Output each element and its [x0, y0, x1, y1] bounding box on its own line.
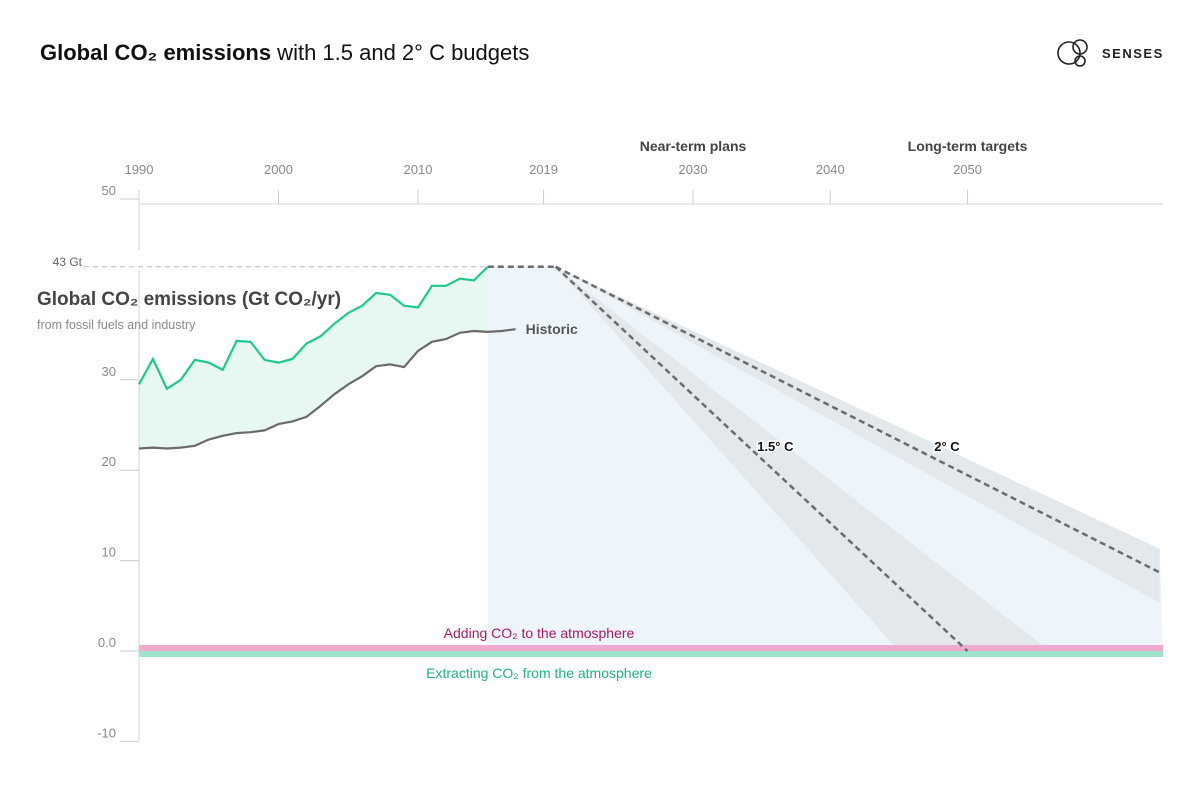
- peak-label: 43 Gt: [53, 255, 83, 269]
- x-tick-label: 2019: [529, 162, 558, 177]
- series-layer: [84, 265, 1161, 652]
- x-tick-label: 2040: [816, 162, 845, 177]
- x-tick-label: 1990: [125, 162, 154, 177]
- title-rest: with 1.5 and 2° C budgets: [271, 40, 530, 65]
- y-tick-label: -10: [97, 725, 116, 740]
- extracting-band-label: Extracting CO₂ from the atmosphere: [426, 665, 652, 681]
- title-bold: Global CO₂ emissions: [40, 40, 272, 65]
- senses-logo-icon: [1057, 39, 1088, 67]
- background-layer: [139, 266, 1163, 657]
- future-projection-area: [487, 266, 1163, 651]
- y-axis: 50 30 20 10 0.0 -10: [97, 183, 140, 742]
- adding-band: [139, 645, 1163, 651]
- y-tick-label: 10: [102, 545, 116, 560]
- senses-logo[interactable]: SENSES: [1056, 36, 1164, 70]
- logo-text: SENSES: [1102, 45, 1164, 61]
- scenario-2c-label: 2° C: [934, 439, 960, 454]
- adding-band-label: Adding CO₂ to the atmosphere: [444, 625, 635, 641]
- band-2c: [555, 266, 1160, 604]
- phase-label: Near-term plans: [640, 138, 747, 154]
- y-tick-label: 50: [102, 183, 116, 198]
- x-axis: 1990 2000 2010 2019 2030 2040 2050 Near-term pl…: [125, 138, 1163, 205]
- x-tick-label: 2010: [404, 162, 433, 177]
- phase-label: Long-term targets: [908, 138, 1028, 154]
- scenario-2c-line: [555, 265, 1161, 574]
- label-layer: 43 Gt Global CO₂ emissions (Gt CO₂/yr) fro…: [37, 255, 962, 681]
- y-tick-label: 0.0: [98, 635, 116, 650]
- scenario-1-5c-line: [554, 265, 969, 652]
- page-title: Global CO₂ emissions with 1.5 and 2° C b…: [40, 40, 529, 66]
- x-tick-label: 2050: [953, 162, 982, 177]
- band-1-5c: [555, 266, 1050, 651]
- x-tick-label: 2000: [264, 162, 293, 177]
- extracting-band: [139, 651, 1163, 657]
- gross-line: [138, 266, 489, 391]
- historic-label: Historic: [526, 321, 578, 337]
- historic-line: [138, 328, 516, 450]
- y-tick-label: 30: [102, 364, 116, 379]
- scenario-1-5c-label: 1.5° C: [757, 439, 794, 454]
- y-tick-label: 20: [102, 454, 116, 469]
- y-axis-subtitle: from fossil fuels and industry: [37, 318, 196, 332]
- y-axis-title: Global CO₂ emissions (Gt CO₂/yr): [37, 289, 341, 310]
- x-tick-label: 2030: [679, 162, 708, 177]
- gross-net-area: [139, 266, 488, 449]
